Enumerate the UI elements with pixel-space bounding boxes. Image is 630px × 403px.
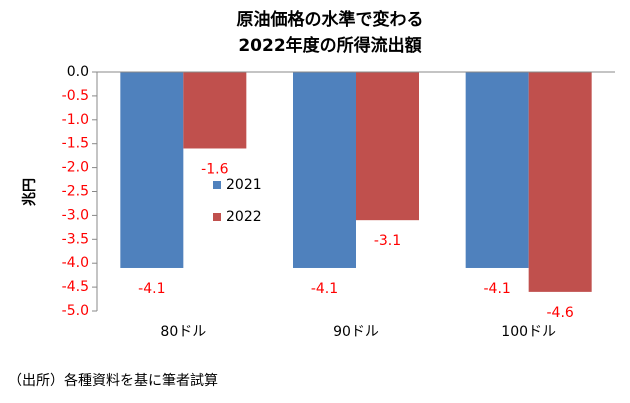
y-tick-label: -5.0 [62,303,89,319]
y-tick-label: -4.0 [62,255,89,271]
bar [356,72,419,221]
y-tick-label: -2.5 [62,184,89,200]
value-label: -4.1 [311,281,338,297]
y-tick-label: -3.5 [62,231,89,247]
y-tick-label: -3.0 [62,207,89,223]
chart-title: 2022年度の所得流出額 [238,35,421,56]
bar [183,72,247,149]
x-tick-label: 100ドル [501,324,556,340]
value-label: -4.1 [138,281,165,297]
y-axis-label: 兆円 [22,178,38,206]
chart-title: 原油価格の水準で変わる [237,9,424,30]
value-label: -4.6 [547,305,574,321]
legend-swatch [213,213,221,221]
legend-swatch [213,181,221,189]
bar [120,72,184,268]
value-label: -1.6 [201,161,228,177]
x-tick-label: 90ドル [333,324,379,340]
y-tick-label: -2.0 [62,160,89,176]
y-tick-label: -0.5 [62,88,89,104]
y-tick-label: -4.5 [62,279,89,295]
bar [465,72,529,268]
y-tick-label: -1.0 [62,112,89,128]
legend-label: 2022 [226,209,262,225]
bar [293,72,356,268]
y-tick-label: 0.0 [67,64,89,80]
value-label: -4.1 [484,281,511,297]
legend-label: 2021 [226,177,262,193]
x-tick-label: 80ドル [160,324,206,340]
value-label: -3.1 [374,233,401,249]
source-note: （出所）各種資料を基に筆者試算 [8,372,218,389]
y-tick-label: -1.5 [62,136,89,152]
bar [528,72,592,292]
